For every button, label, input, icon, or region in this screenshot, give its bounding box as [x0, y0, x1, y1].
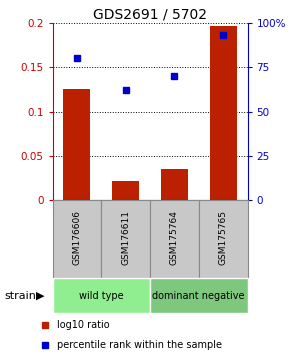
Bar: [210, 25, 236, 200]
Bar: [161, 169, 188, 200]
Text: dominant negative: dominant negative: [152, 291, 245, 301]
Text: GSM175765: GSM175765: [219, 210, 228, 265]
Text: wild type: wild type: [79, 291, 124, 301]
Bar: [52, 278, 150, 313]
Title: GDS2691 / 5702: GDS2691 / 5702: [93, 8, 207, 22]
Text: percentile rank within the sample: percentile rank within the sample: [57, 340, 223, 350]
Text: strain: strain: [4, 291, 36, 301]
Bar: [101, 200, 150, 278]
Bar: [52, 200, 101, 278]
Text: ▶: ▶: [36, 291, 45, 301]
Text: log10 ratio: log10 ratio: [57, 320, 110, 330]
Bar: [150, 278, 248, 313]
Text: GSM176606: GSM176606: [72, 210, 81, 265]
Bar: [64, 89, 90, 200]
Bar: [112, 181, 139, 200]
Text: GSM176611: GSM176611: [121, 210, 130, 265]
Text: GSM175764: GSM175764: [170, 210, 179, 265]
Bar: [150, 200, 199, 278]
Bar: [199, 200, 248, 278]
